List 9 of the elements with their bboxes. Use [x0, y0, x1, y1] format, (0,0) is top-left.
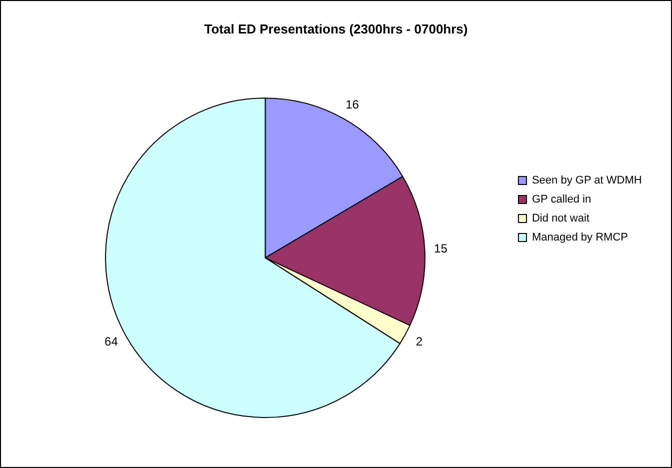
- legend-label: Managed by RMCP: [532, 232, 628, 244]
- legend-label: GP called in: [532, 194, 592, 206]
- legend-label: Seen by GP at WDMH: [532, 174, 642, 187]
- data-label: 2: [416, 334, 423, 349]
- data-label: 15: [434, 242, 448, 256]
- legend-label: Did not wait: [532, 212, 590, 225]
- data-label: 16: [346, 97, 360, 112]
- data-label: 64: [104, 334, 118, 349]
- chart-title: Total ED Presentations (2300hrs - 0700hrs): [204, 21, 468, 36]
